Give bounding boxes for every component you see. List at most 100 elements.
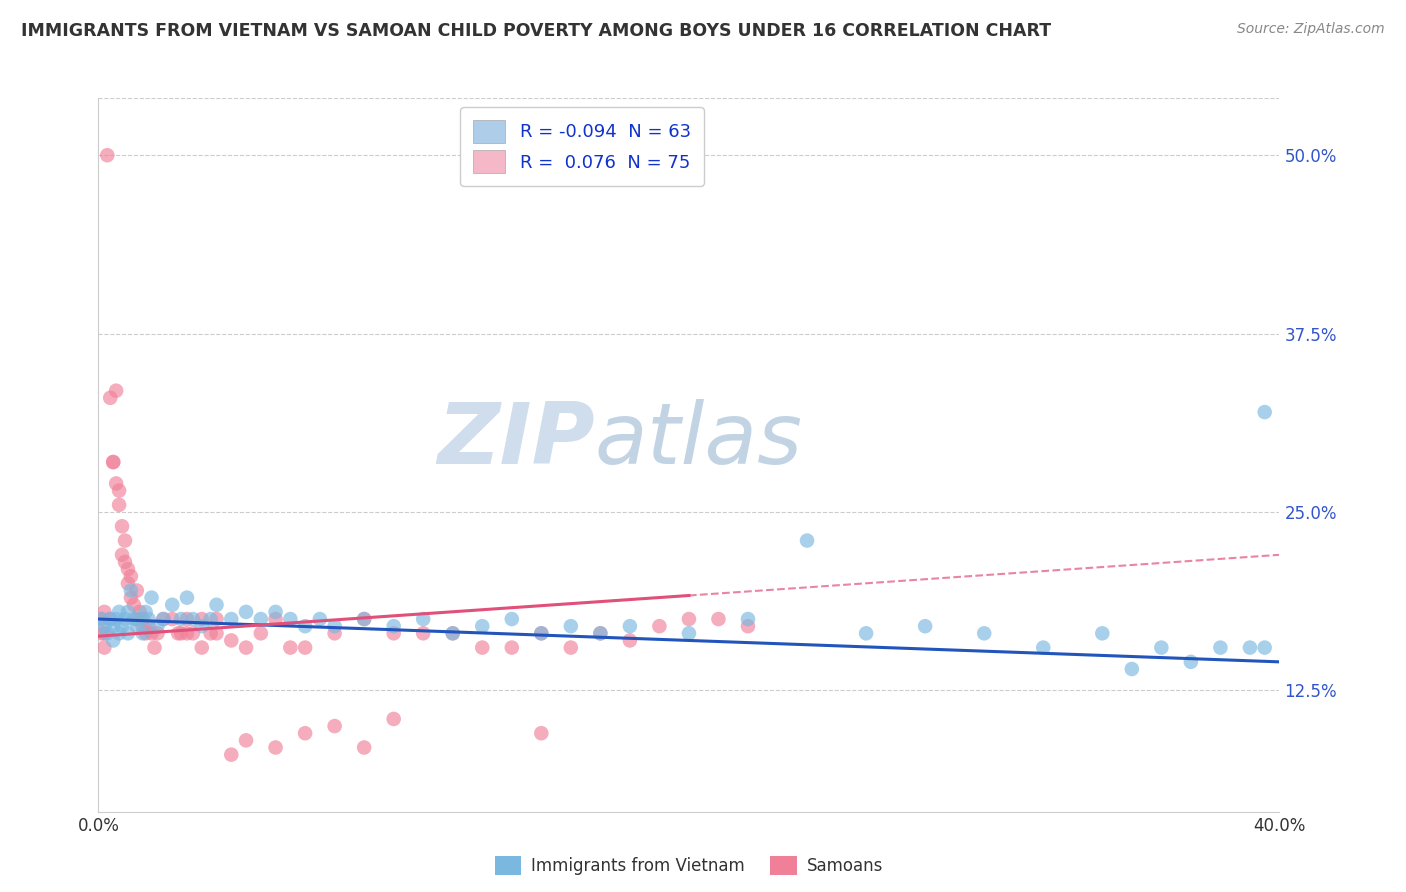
Point [737, 619, 759, 633]
Point [143, 640, 166, 655]
Point [530, 626, 553, 640]
Point [170, 626, 193, 640]
Point [103, 455, 125, 469]
Point [353, 612, 375, 626]
Point [560, 619, 582, 633]
Point [108, 498, 131, 512]
Point [152, 612, 174, 626]
Point [170, 612, 193, 626]
Point [707, 612, 730, 626]
Point [1150, 640, 1173, 655]
Point [219, 612, 242, 626]
Point [105, 384, 128, 398]
Point [264, 740, 287, 755]
Point [108, 626, 131, 640]
Point [117, 605, 139, 619]
Point [1180, 655, 1202, 669]
Point [353, 740, 375, 755]
Point [146, 626, 169, 640]
Point [205, 598, 228, 612]
Point [141, 626, 163, 640]
Point [560, 640, 582, 655]
Legend: Immigrants from Vietnam, Samoans: Immigrants from Vietnam, Samoans [488, 849, 890, 882]
Point [191, 619, 214, 633]
Text: Source: ZipAtlas.com: Source: ZipAtlas.com [1237, 22, 1385, 37]
Point [122, 598, 145, 612]
Point [191, 612, 214, 626]
Point [323, 626, 346, 640]
Point [235, 733, 257, 747]
Point [162, 612, 183, 626]
Point [200, 612, 222, 626]
Point [132, 619, 155, 633]
Point [125, 619, 148, 633]
Point [264, 605, 287, 619]
Point [181, 626, 204, 640]
Point [114, 555, 136, 569]
Point [132, 612, 155, 626]
Point [105, 612, 128, 626]
Point [90, 612, 112, 626]
Point [1209, 640, 1232, 655]
Point [1032, 640, 1054, 655]
Point [125, 583, 148, 598]
Point [167, 626, 190, 640]
Point [278, 640, 302, 655]
Point [589, 626, 612, 640]
Point [103, 619, 125, 633]
Point [125, 612, 148, 626]
Point [323, 719, 346, 733]
Point [120, 591, 142, 605]
Point [103, 633, 125, 648]
Point [914, 619, 936, 633]
Point [973, 626, 995, 640]
Point [176, 591, 198, 605]
Point [117, 626, 139, 640]
Point [619, 633, 641, 648]
Point [96, 626, 118, 640]
Point [589, 626, 612, 640]
Point [93, 626, 115, 640]
Point [1254, 640, 1277, 655]
Point [250, 626, 273, 640]
Point [294, 726, 316, 740]
Point [111, 519, 134, 533]
Point [90, 626, 112, 640]
Point [120, 569, 142, 583]
Point [678, 612, 700, 626]
Point [1254, 405, 1277, 419]
Point [382, 626, 405, 640]
Point [117, 562, 139, 576]
Point [441, 626, 464, 640]
Point [176, 626, 198, 640]
Point [114, 533, 136, 548]
Point [103, 455, 125, 469]
Point [264, 612, 287, 626]
Point [1091, 626, 1114, 640]
Point [93, 640, 115, 655]
Point [471, 619, 494, 633]
Point [93, 619, 115, 633]
Point [353, 612, 375, 626]
Point [135, 626, 157, 640]
Point [93, 605, 115, 619]
Point [1239, 640, 1261, 655]
Point [108, 605, 131, 619]
Point [128, 612, 150, 626]
Point [648, 619, 671, 633]
Point [235, 640, 257, 655]
Point [219, 747, 242, 762]
Point [501, 640, 523, 655]
Point [235, 605, 257, 619]
Point [152, 612, 174, 626]
Point [111, 548, 134, 562]
Point [309, 612, 332, 626]
Point [471, 640, 494, 655]
Point [146, 619, 169, 633]
Point [294, 619, 316, 633]
Point [441, 626, 464, 640]
Point [1121, 662, 1143, 676]
Point [619, 619, 641, 633]
Text: ZIP: ZIP [437, 399, 595, 483]
Point [278, 612, 302, 626]
